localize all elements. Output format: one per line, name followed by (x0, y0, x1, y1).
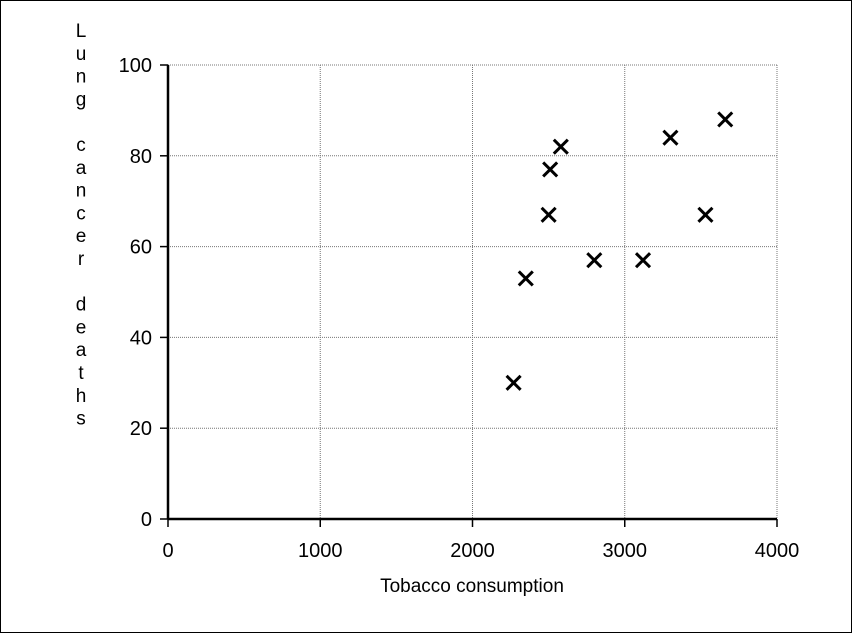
y-axis-label-letter: a (76, 340, 87, 361)
x-axis-label: Tobacco consumption (380, 576, 564, 597)
y-axis-label-letter: e (76, 317, 87, 338)
x-tick-label: 0 (162, 540, 173, 562)
grid-lines (168, 64, 778, 519)
data-point-stroke (517, 270, 534, 287)
y-axis-label-letter: L (76, 21, 87, 42)
data-point-stroke (662, 129, 679, 146)
y-tick-label: 80 (130, 146, 152, 168)
data-point (542, 161, 559, 178)
data-point-stroke (540, 206, 557, 223)
data-points (505, 111, 734, 391)
data-point-stroke (717, 111, 734, 128)
data-point-stroke (634, 252, 652, 269)
axes (160, 64, 778, 527)
y-axis-label-letter: s (76, 409, 86, 430)
data-point (586, 252, 603, 269)
data-point-stroke (697, 206, 714, 223)
y-axis-label-letter: u (76, 44, 87, 65)
y-axis-label-letter: n (76, 181, 87, 202)
y-tick-label: 40 (130, 327, 152, 349)
y-axis-label-letter: n (76, 67, 87, 88)
data-point-stroke (505, 374, 522, 391)
y-tick-labels: 0 20 40 60 80 100 (119, 55, 152, 531)
data-point (517, 270, 534, 287)
data-point (540, 206, 557, 223)
x-tick-label: 1000 (298, 540, 343, 562)
y-axis-label-letter: a (76, 158, 87, 179)
y-axis-label-letter: c (76, 203, 86, 224)
data-point-stroke (586, 252, 603, 269)
y-tick-label: 100 (119, 55, 152, 77)
data-point (552, 138, 569, 155)
x-tick-label: 4000 (755, 540, 800, 562)
data-point (717, 111, 734, 128)
data-point (697, 206, 714, 223)
y-axis-label-letter: t (78, 363, 84, 384)
x-tick-label: 3000 (603, 540, 648, 562)
x-tick-label: 2000 (450, 540, 495, 562)
y-axis-label-letter: c (76, 135, 86, 156)
x-tick-labels: 0 1000 2000 3000 4000 (162, 540, 799, 562)
data-point (505, 374, 522, 391)
data-point-stroke (542, 161, 559, 178)
y-tick-label: 20 (130, 418, 152, 440)
y-tick-label: 0 (141, 509, 152, 531)
data-point (662, 129, 679, 146)
y-axis-label-letter: g (76, 89, 87, 110)
y-axis-label-letter: e (76, 226, 87, 247)
y-axis-label-letter: d (76, 295, 87, 316)
data-point-stroke (552, 138, 569, 155)
y-axis-label-letter: r (78, 249, 85, 270)
y-tick-label: 60 (130, 237, 152, 259)
data-point (634, 252, 652, 269)
y-axis-label-letter: h (76, 386, 87, 407)
